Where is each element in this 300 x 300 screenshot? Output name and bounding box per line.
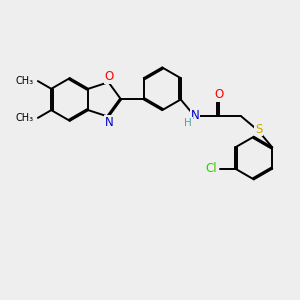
Text: N: N bbox=[105, 116, 113, 129]
Text: O: O bbox=[104, 70, 114, 83]
Text: H: H bbox=[184, 118, 192, 128]
Text: CH₃: CH₃ bbox=[15, 76, 33, 86]
Text: Cl: Cl bbox=[205, 162, 217, 175]
Text: CH₃: CH₃ bbox=[15, 113, 33, 123]
Text: S: S bbox=[255, 122, 262, 136]
Text: N: N bbox=[190, 109, 199, 122]
Text: O: O bbox=[214, 88, 223, 101]
